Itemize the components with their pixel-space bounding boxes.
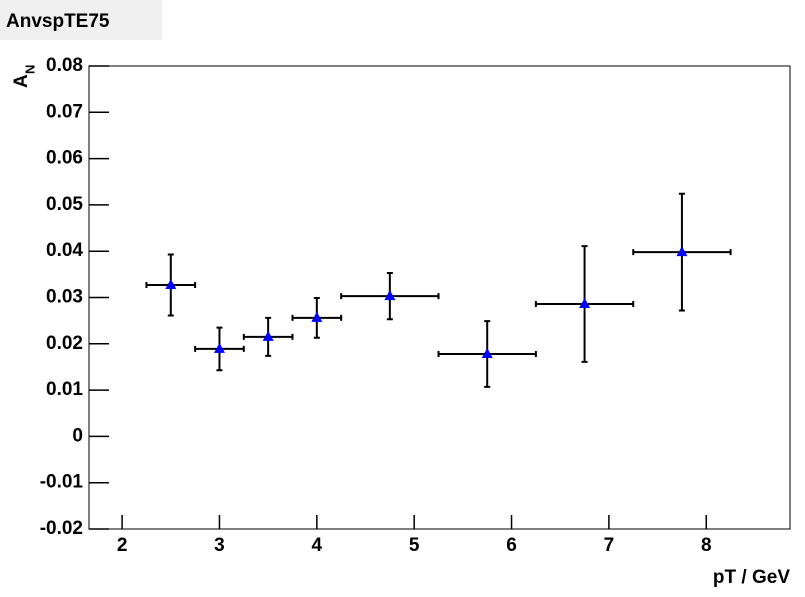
y-error-cap: [167, 253, 174, 317]
x-axis-label: pT / GeV: [713, 567, 790, 588]
x-error-cap: [340, 293, 440, 300]
y-tick-label: 0.08: [46, 55, 83, 76]
x-error-cap: [242, 333, 294, 340]
x-error-cap: [291, 314, 343, 321]
y-tick-label: -0.01: [40, 472, 84, 493]
y-tick-label: 0.06: [46, 148, 83, 169]
y-tick-label: 0.01: [46, 379, 83, 400]
x-tick-label: 2: [117, 535, 128, 556]
point: [213, 342, 225, 353]
y-tick-label: 0.05: [46, 194, 83, 215]
x-error-cap: [194, 345, 245, 352]
y-axis-label-group: A N: [11, 65, 37, 88]
y-error-cap: [581, 245, 588, 363]
y-error-cap: [484, 320, 491, 388]
point: [481, 347, 493, 358]
chart-title: AnvspTE75: [6, 11, 110, 32]
x-error-cap: [145, 281, 197, 288]
y-tick-label: 0.03: [46, 287, 83, 308]
point: [579, 297, 591, 308]
point: [311, 311, 323, 322]
y-tick-label: 0.02: [46, 333, 83, 354]
x-error-cap: [534, 300, 635, 307]
x-tick-label: 5: [409, 535, 420, 556]
y-tick-label: -0.02: [40, 518, 83, 539]
x-tick-label: 7: [604, 535, 615, 556]
y-error-cap: [386, 271, 393, 321]
x-error-cap: [632, 249, 732, 256]
x-error-cap: [437, 350, 537, 357]
title-box: [0, 0, 162, 40]
y-error-cap: [678, 192, 685, 312]
y-error-cap: [313, 296, 320, 339]
x-tick-label: 6: [506, 535, 517, 556]
y-error-cap: [216, 326, 223, 372]
point: [384, 290, 396, 301]
x-tick-label: 3: [214, 535, 225, 556]
y-error-cap: [265, 316, 272, 357]
x-tick-label: 8: [701, 535, 712, 556]
point: [262, 330, 274, 341]
point: [676, 246, 688, 257]
y-axis-label-subscript: N: [22, 65, 37, 74]
point: [165, 278, 177, 289]
y-tick-label: 0: [72, 425, 83, 446]
y-tick-label: 0.04: [46, 240, 83, 261]
y-axis-label: A: [11, 74, 32, 88]
y-tick-label: 0.07: [46, 101, 83, 122]
x-tick-label: 4: [312, 535, 323, 556]
